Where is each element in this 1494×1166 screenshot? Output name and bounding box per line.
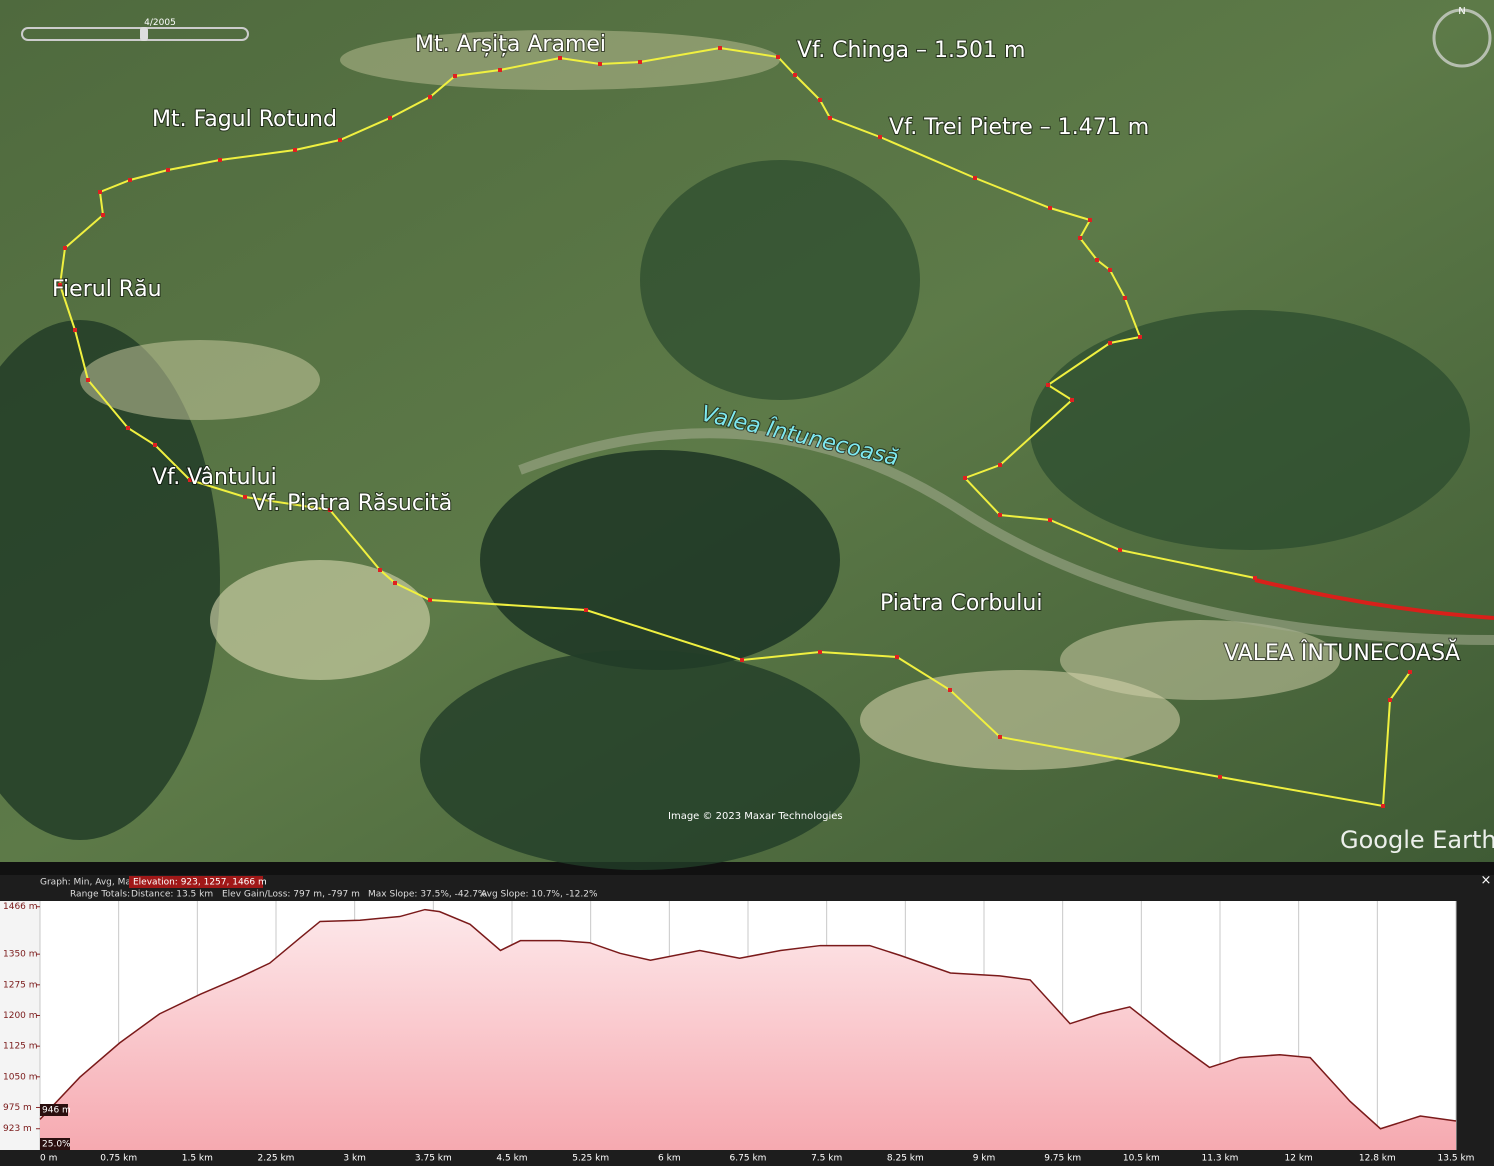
timeline[interactable]: 4/2005 (21, 18, 249, 41)
x-tick-label: 9.75 km (1044, 1154, 1081, 1164)
x-tick-label: 6.75 km (730, 1154, 767, 1164)
header-text: Elevation: 923, 1257, 1466 m (133, 878, 267, 888)
cursor-elevation: 946 m (42, 1106, 71, 1116)
x-tick-label: 3 km (343, 1154, 366, 1164)
x-tick-label: 4.5 km (496, 1154, 527, 1164)
y-tick-label: 1466 m (3, 902, 38, 912)
x-tick-label: 10.5 km (1123, 1154, 1160, 1164)
x-tick-label: 3.75 km (415, 1154, 452, 1164)
x-tick-label: 7.5 km (811, 1154, 842, 1164)
compass[interactable]: N (1432, 6, 1492, 68)
y-tick-label: 923 m (3, 1124, 32, 1134)
brand: Google Earth (1340, 826, 1494, 854)
x-tick-label: 12 km (1285, 1154, 1313, 1164)
y-tick-label: 1050 m (3, 1072, 38, 1082)
header-text: Max Slope: 37.5%, -42.7% (368, 890, 487, 900)
y-tick-label: 1200 m (3, 1011, 38, 1021)
header-text: Graph: Min, Avg, Max (40, 878, 137, 888)
place-label: Mt. Arșița Aramei (415, 32, 606, 57)
x-tick-label: 0 m (40, 1154, 57, 1164)
x-tick-label: 11.3 km (1202, 1154, 1239, 1164)
place-label: Vf. Trei Pietre – 1.471 m (889, 115, 1149, 140)
x-tick-label: 8.25 km (887, 1154, 924, 1164)
elevation-area (40, 909, 1456, 1150)
y-tick-label: 975 m (3, 1103, 32, 1113)
image-credit: Image © 2023 Maxar Technologies (668, 811, 843, 822)
place-label: Vf. Piatra Răsucită (252, 491, 452, 516)
place-label: Piatra Corbului (880, 591, 1042, 616)
x-tick-label: 5.25 km (572, 1154, 609, 1164)
timeline-date: 4/2005 (144, 18, 176, 28)
y-tick-label: 1350 m (3, 950, 38, 960)
x-tick-label: 1.5 km (182, 1154, 213, 1164)
elevation-chart: 0 m 0.75 km 1.5 km 2.25 km 3 km 3.75 km 4.5 km… (3, 901, 1474, 1164)
place-label: VALEA ÎNTUNECOASĂ (1224, 639, 1460, 666)
x-tick-label: 12.8 km (1359, 1154, 1396, 1164)
place-label: Fierul Rău (52, 277, 162, 302)
header-text: Distance: 13.5 km (131, 890, 213, 900)
elevation-panel: Graph: Min, Avg, Max Elevation: 923, 125… (0, 873, 1494, 1166)
header-text: Avg Slope: 10.7%, -12.2% (481, 890, 598, 900)
y-tick-label: 1125 m (3, 1042, 38, 1052)
x-tick-label: 6 km (658, 1154, 681, 1164)
cursor-box (40, 1104, 68, 1116)
close-button[interactable]: × (1481, 873, 1492, 888)
road (1254, 578, 1494, 620)
route-waypoints (58, 46, 1412, 808)
x-tick-label: 13.5 km (1438, 1154, 1475, 1164)
header-text: Range Totals: (70, 890, 130, 900)
place-label: Vf. Vântului (152, 465, 277, 490)
compass-north: N (1458, 6, 1465, 17)
cursor-slope: 25.0% (42, 1140, 71, 1150)
header-text: Elev Gain/Loss: 797 m, -797 m (222, 890, 360, 900)
cursor-box (40, 1138, 70, 1150)
terrain-patches (0, 30, 1494, 870)
x-tick-label: 2.25 km (258, 1154, 295, 1164)
y-tick-label: 1275 m (3, 980, 38, 990)
map[interactable]: 4/2005 Mt. Arșița Aramei Vf. Chinga – 1.… (0, 0, 1494, 870)
place-label: Vf. Chinga – 1.501 m (797, 38, 1025, 63)
x-tick-label: 9 km (973, 1154, 996, 1164)
axis-strip (0, 901, 40, 1150)
elevation-line (39, 908, 1457, 1130)
place-label: Mt. Fagul Rotund (152, 107, 337, 132)
header-highlight (129, 876, 263, 888)
x-tick-label: 0.75 km (100, 1154, 137, 1164)
